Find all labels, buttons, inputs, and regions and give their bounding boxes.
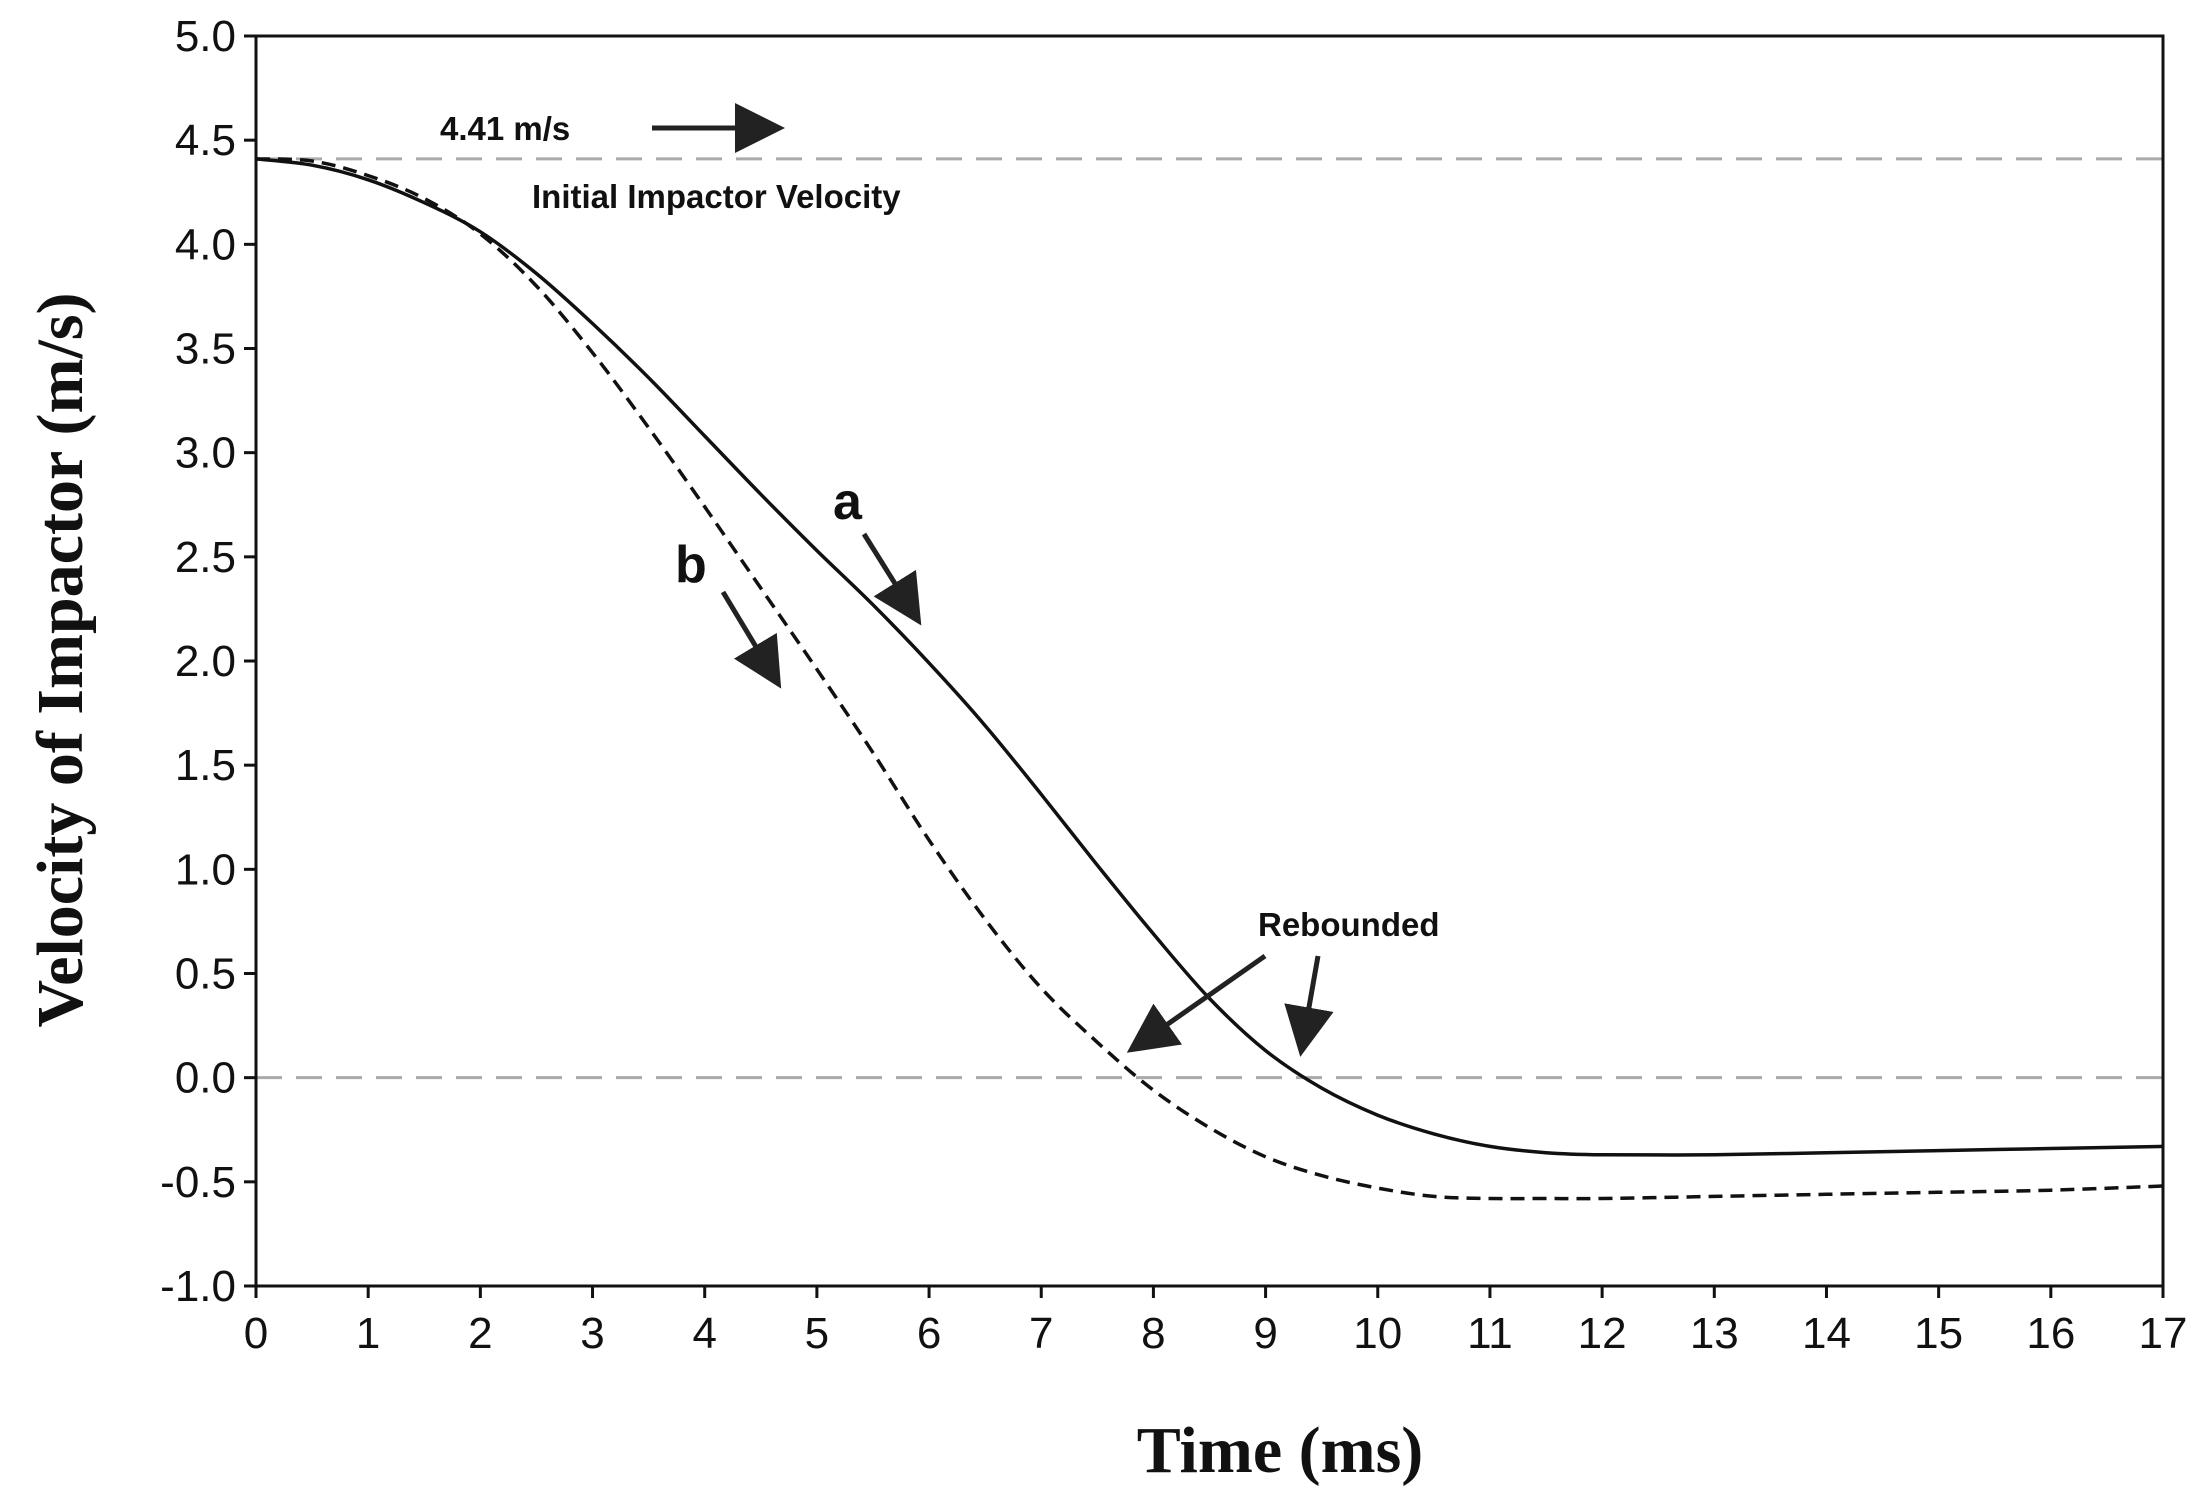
y-tick-label: -0.5 — [160, 1158, 236, 1207]
x-tick-label: 15 — [1914, 1309, 1963, 1358]
x-tick-label: 1 — [356, 1309, 380, 1358]
initial-velocity-label: Initial Impactor Velocity — [532, 178, 901, 215]
plot-frame — [254, 34, 2165, 1288]
y-tick-label: 3.5 — [175, 325, 236, 374]
x-tick-label: 12 — [1578, 1309, 1627, 1358]
x-tick-label: 5 — [805, 1309, 829, 1358]
x-axis-ticks: 0 1 2 3 4 5 6 7 8 9 10 11 12 13 14 15 16 17 — [244, 1286, 2188, 1358]
x-tick-label: 0 — [244, 1309, 268, 1358]
y-axis-title: Velocity of Impactor (m/s) — [24, 292, 97, 1027]
x-tick-label: 4 — [692, 1309, 716, 1358]
x-tick-label: 6 — [917, 1309, 941, 1358]
series-a-line — [255, 157, 2164, 1157]
x-tick-label: 8 — [1141, 1309, 1165, 1358]
x-tick-label: 14 — [1802, 1309, 1851, 1358]
y-tick-label: 4.0 — [175, 220, 236, 269]
x-tick-label: 11 — [1467, 1309, 1513, 1358]
y-tick-label: 2.5 — [175, 533, 236, 582]
y-tick-label: 0.0 — [175, 1054, 236, 1103]
x-tick-label: 7 — [1029, 1309, 1053, 1358]
x-tick-label: 2 — [468, 1309, 492, 1358]
x-tick-label: 17 — [2139, 1309, 2188, 1358]
y-tick-label: 1.5 — [175, 741, 236, 790]
initial-velocity-value-label: 4.41 m/s — [440, 110, 570, 147]
series-b-line — [255, 157, 2164, 1201]
y-axis-ticks: -1.0 -0.5 0.0 0.5 1.0 1.5 2.0 2.5 3.0 3.5 4.0 4.5 5.… — [160, 12, 256, 1311]
x-tick-label: 3 — [580, 1309, 604, 1358]
y-tick-label: 5.0 — [175, 12, 236, 61]
x-tick-label: 13 — [1690, 1309, 1739, 1358]
rebounded-arrow-a — [1284, 955, 1334, 1057]
y-tick-label: 3.0 — [175, 429, 236, 478]
y-tick-label: 0.5 — [175, 950, 236, 999]
x-tick-label: 16 — [2026, 1309, 2075, 1358]
series-b-label: b — [675, 536, 707, 594]
y-tick-label: 1.0 — [175, 845, 236, 894]
series-b-arrow — [720, 590, 782, 689]
rebounded-label: Rebounded — [1258, 906, 1439, 943]
rebounded-arrow-b — [1126, 953, 1267, 1053]
y-tick-label: 4.5 — [175, 116, 236, 165]
x-tick-label: 10 — [1353, 1309, 1402, 1358]
series-a-arrow — [861, 532, 922, 626]
y-tick-label: 2.0 — [175, 637, 236, 686]
x-axis-title: Time (ms) — [1137, 1414, 1424, 1487]
series-a-label: a — [833, 473, 863, 531]
y-tick-label: -1.0 — [160, 1262, 236, 1311]
x-tick-label: 9 — [1253, 1309, 1277, 1358]
